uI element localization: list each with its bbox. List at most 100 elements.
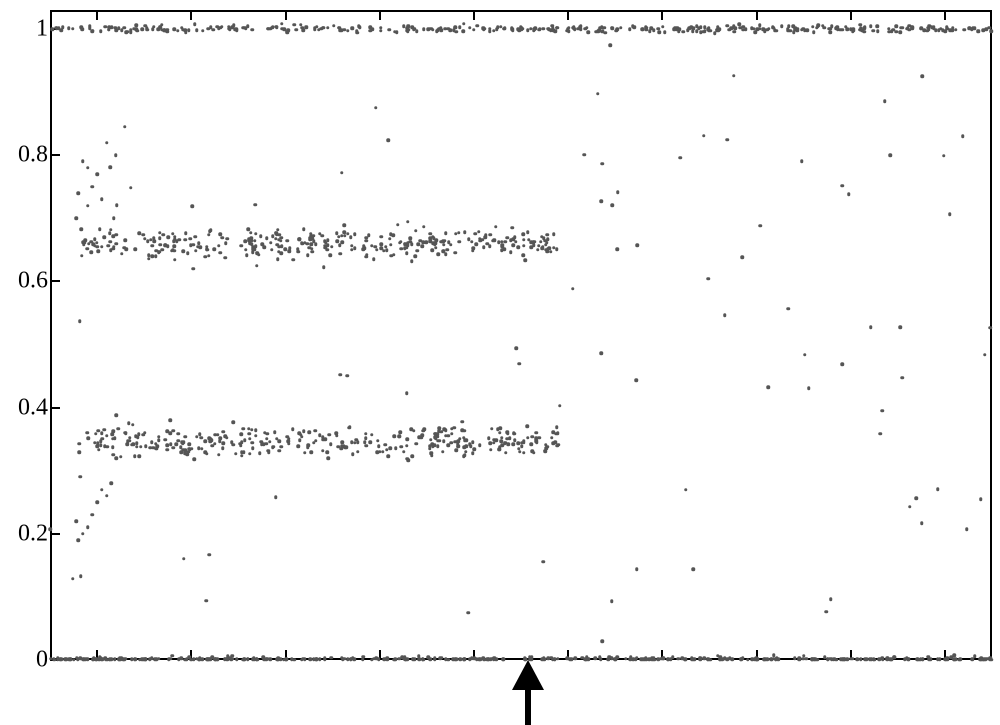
scatter-point	[341, 658, 345, 662]
scatter-point	[217, 453, 221, 457]
scatter-point	[409, 236, 413, 240]
scatter-point	[750, 27, 754, 31]
scatter-point	[504, 240, 508, 244]
scatter-point	[555, 444, 559, 448]
scatter-point	[86, 247, 90, 251]
scatter-point	[157, 435, 161, 439]
scatter-point	[96, 441, 100, 445]
scatter-point	[192, 243, 196, 247]
scatter-point	[137, 432, 141, 436]
scatter-point	[325, 248, 329, 252]
scatter-point	[372, 257, 376, 261]
scatter-point	[428, 445, 432, 449]
scatter-point	[250, 239, 254, 243]
scatter-point	[682, 30, 686, 34]
scatter-point	[208, 437, 212, 441]
scatter-point	[553, 657, 557, 661]
ytick-mark	[50, 280, 60, 282]
scatter-point	[135, 441, 139, 445]
ytick-label: 0	[0, 647, 48, 674]
scatter-point	[989, 326, 993, 330]
scatter-point	[291, 428, 295, 432]
scatter-point	[772, 654, 776, 658]
scatter-point	[802, 27, 806, 31]
scatter-point	[124, 431, 128, 435]
scatter-point	[285, 658, 289, 662]
scatter-point	[81, 532, 85, 536]
scatter-point	[492, 239, 496, 243]
scatter-point	[570, 658, 574, 662]
scatter-point	[97, 429, 101, 433]
scatter-point	[291, 258, 295, 262]
scatter-point	[142, 433, 146, 437]
scatter-point	[549, 250, 553, 254]
scatter-point	[254, 429, 258, 433]
scatter-point	[419, 239, 423, 243]
scatter-point	[512, 443, 516, 447]
scatter-point	[96, 250, 100, 254]
scatter-point	[322, 265, 326, 269]
scatter-point	[462, 658, 466, 662]
scatter-point	[114, 26, 118, 30]
scatter-point	[150, 244, 154, 248]
scatter-point	[701, 30, 705, 34]
scatter-point	[84, 658, 88, 662]
scatter-point	[386, 656, 390, 660]
scatter-point	[954, 28, 958, 32]
scatter-point	[519, 28, 523, 32]
scatter-point	[205, 599, 209, 603]
scatter-point	[481, 657, 485, 661]
scatter-point	[318, 232, 322, 236]
scatter-point	[609, 44, 613, 48]
scatter-point	[194, 235, 198, 239]
scatter-point	[410, 428, 414, 432]
scatter-point	[492, 29, 496, 33]
scatter-point	[49, 528, 53, 532]
scatter-point	[342, 224, 346, 228]
scatter-point	[522, 440, 526, 444]
scatter-point	[534, 431, 538, 435]
scatter-point	[463, 230, 467, 234]
scatter-point	[240, 454, 244, 458]
scatter-point	[462, 445, 466, 449]
scatter-point	[611, 203, 615, 207]
scatter-point	[141, 658, 145, 662]
scatter-point	[661, 656, 665, 660]
scatter-point	[157, 657, 161, 661]
scatter-point	[168, 418, 172, 422]
scatter-point	[182, 557, 186, 561]
scatter-point	[301, 28, 305, 32]
scatter-point	[628, 28, 632, 32]
scatter-point	[377, 658, 381, 662]
scatter-point	[916, 658, 920, 662]
scatter-point	[399, 240, 403, 244]
scatter-point	[780, 25, 784, 29]
scatter-point	[452, 426, 456, 430]
ytick-label: 0.8	[0, 142, 48, 169]
scatter-point	[495, 658, 499, 662]
scatter-point	[335, 232, 339, 236]
scatter-point	[478, 443, 482, 447]
scatter-point	[306, 254, 310, 258]
scatter-point	[315, 658, 319, 662]
scatter-point	[288, 247, 292, 251]
scatter-point	[645, 28, 649, 32]
scatter-point	[276, 257, 280, 261]
xtick-mark-top	[756, 10, 758, 20]
scatter-point	[221, 236, 225, 240]
scatter-point	[601, 162, 605, 166]
scatter-point	[883, 99, 887, 103]
scatter-point	[50, 28, 54, 32]
scatter-point	[349, 235, 353, 239]
scatter-point	[515, 346, 519, 350]
scatter-point	[200, 447, 204, 451]
scatter-point	[872, 658, 876, 662]
scatter-point	[786, 27, 790, 31]
scatter-point	[847, 192, 851, 196]
scatter-point	[518, 362, 522, 366]
scatter-point	[844, 25, 848, 29]
scatter-point	[385, 248, 389, 252]
scatter-point	[227, 27, 231, 31]
scatter-point	[56, 658, 60, 662]
scatter-point	[269, 241, 273, 245]
